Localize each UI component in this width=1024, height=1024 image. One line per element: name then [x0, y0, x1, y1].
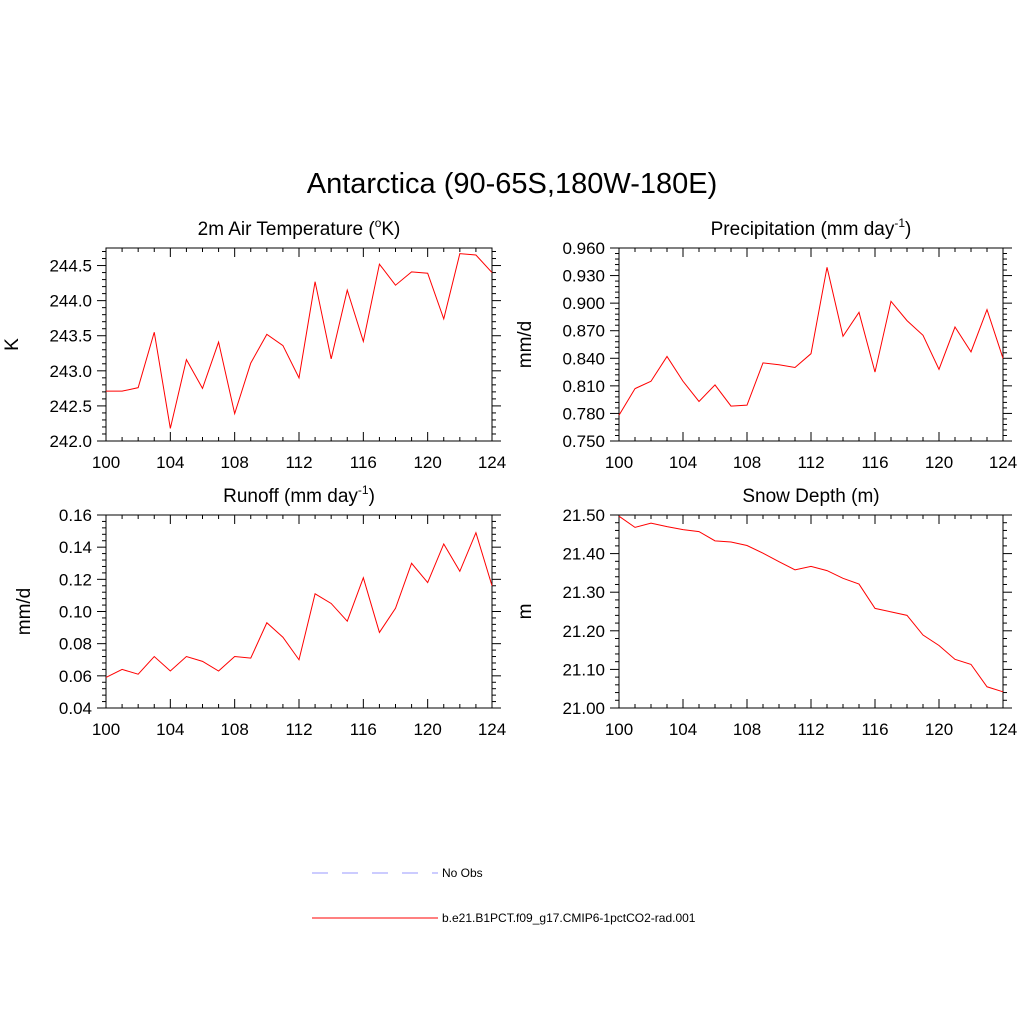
- x-tick-label: 116: [861, 720, 888, 739]
- y-tick-label: 0.900: [562, 294, 605, 313]
- y-tick-label: 21.20: [562, 622, 605, 641]
- series-line: [105, 531, 493, 678]
- x-tick-label: 116: [350, 720, 377, 739]
- y-tick-label: 0.08: [59, 635, 92, 654]
- y-tick-label: 0.750: [562, 432, 605, 451]
- panels-group: 2m Air Temperature (oK) K 100 104 108 112 116 1…: [2, 216, 1017, 739]
- x-tick-label: 124: [989, 720, 1017, 739]
- y-tick-label: 21.30: [562, 583, 605, 602]
- y-tick-label: 0.960: [562, 239, 605, 258]
- plot-frame: [105, 247, 493, 442]
- y-tick-label: 0.16: [59, 506, 92, 525]
- x-tick-label: 100: [92, 453, 120, 472]
- plot-frame: [618, 514, 1004, 709]
- panel-title: Snow Depth (m): [742, 486, 879, 507]
- legend-label: No Obs: [442, 866, 483, 880]
- x-tick-label: 124: [478, 720, 506, 739]
- y-tick-label: 0.840: [562, 349, 605, 368]
- y-tick-label: 242.0: [49, 432, 92, 451]
- plot-frame: [618, 247, 1004, 442]
- chart-panel-3: Runoff (mm day-1) mm/d 100 104 108 112 116 120 1…: [14, 483, 506, 739]
- legend-item: No Obs: [312, 866, 483, 880]
- x-tick-label: 120: [925, 453, 953, 472]
- y-tick-label: 21.00: [562, 699, 605, 718]
- y-tick-label: 21.50: [562, 506, 605, 525]
- x-tick-label: 100: [605, 453, 633, 472]
- series-line: [618, 267, 1004, 416]
- figure-title: Antarctica (90-65S,180W-180E): [307, 168, 718, 200]
- chart-panel-1: 2m Air Temperature (oK) K 100 104 108 112 116 1…: [2, 216, 506, 472]
- y-tick-label: 242.5: [49, 397, 92, 416]
- x-tick-label: 104: [669, 453, 697, 472]
- panel-title: Runoff (mm day-1): [223, 483, 375, 507]
- y-axis-label: mm/d: [515, 321, 536, 369]
- legend-label: b.e21.B1PCT.f09_g17.CMIP6-1pctCO2-rad.00…: [442, 911, 696, 925]
- y-tick-label: 0.04: [59, 699, 92, 718]
- x-tick-label: 104: [156, 720, 184, 739]
- x-tick-label: 120: [925, 720, 953, 739]
- y-tick-label: 0.810: [562, 377, 605, 396]
- x-tick-label: 112: [797, 720, 824, 739]
- panel-title: Precipitation (mm day-1): [711, 216, 912, 240]
- y-tick-label: 0.870: [562, 322, 605, 341]
- panel-title: 2m Air Temperature (oK): [198, 216, 401, 240]
- y-tick-label: 21.10: [562, 660, 605, 679]
- x-tick-label: 100: [605, 720, 633, 739]
- legend-item: b.e21.B1PCT.f09_g17.CMIP6-1pctCO2-rad.00…: [312, 911, 696, 925]
- x-tick-label: 120: [413, 720, 441, 739]
- y-axis-label: m: [515, 604, 536, 620]
- x-tick-label: 108: [220, 453, 248, 472]
- chart-panel-2: Precipitation (mm day-1) mm/d 100 104 108 112…: [515, 216, 1017, 472]
- x-tick-label: 120: [413, 453, 441, 472]
- y-tick-label: 243.5: [49, 327, 92, 346]
- series-line: [618, 515, 1004, 693]
- x-tick-label: 124: [989, 453, 1017, 472]
- plot-frame: [105, 514, 493, 709]
- y-tick-label: 0.780: [562, 404, 605, 423]
- x-tick-label: 104: [156, 453, 184, 472]
- y-tick-label: 244.5: [49, 257, 92, 276]
- y-tick-label: 0.06: [59, 667, 92, 686]
- y-tick-label: 0.12: [59, 570, 92, 589]
- x-tick-label: 104: [669, 720, 697, 739]
- y-axis-label: K: [2, 338, 23, 351]
- y-axis-label: mm/d: [14, 588, 35, 636]
- x-tick-label: 108: [220, 720, 248, 739]
- x-tick-label: 100: [92, 720, 120, 739]
- y-tick-label: 0.10: [59, 603, 92, 622]
- x-tick-label: 108: [733, 453, 761, 472]
- y-tick-label: 0.14: [59, 538, 92, 557]
- x-tick-label: 108: [733, 720, 761, 739]
- x-tick-label: 112: [285, 453, 312, 472]
- chart-panel-4: Snow Depth (m) m 100 104 108 112 116 120 124 21.0…: [515, 486, 1017, 739]
- y-tick-label: 21.40: [562, 545, 605, 564]
- x-tick-label: 112: [285, 720, 312, 739]
- y-tick-label: 0.930: [562, 267, 605, 286]
- x-tick-label: 116: [861, 453, 888, 472]
- y-tick-label: 244.0: [49, 292, 92, 311]
- x-tick-label: 112: [797, 453, 824, 472]
- x-tick-label: 116: [350, 453, 377, 472]
- series-line: [106, 253, 493, 429]
- x-tick-label: 124: [478, 453, 506, 472]
- y-tick-label: 243.0: [49, 362, 92, 381]
- legend: No Obs b.e21.B1PCT.f09_g17.CMIP6-1pctCO2-…: [312, 866, 696, 925]
